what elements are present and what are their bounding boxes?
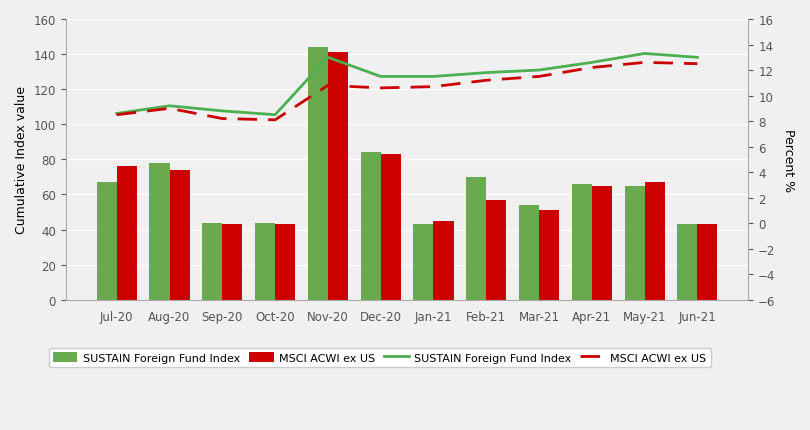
Bar: [625, 186, 645, 300]
Bar: [677, 225, 697, 300]
Bar: [413, 225, 433, 300]
Bar: [275, 300, 295, 351]
Bar: [222, 225, 242, 300]
Bar: [275, 225, 295, 300]
Bar: [222, 300, 242, 347]
Bar: [96, 183, 117, 300]
Bar: [433, 221, 454, 300]
Bar: [572, 184, 592, 300]
Bar: [202, 300, 222, 335]
Bar: [381, 155, 401, 300]
Y-axis label: Percent %: Percent %: [782, 129, 795, 191]
Y-axis label: Cumulative Index value: Cumulative Index value: [15, 86, 28, 234]
Bar: [308, 48, 328, 300]
Legend: SUSTAIN Foreign Fund Index, MSCI ACWI ex US, SUSTAIN Foreign Fund Index, MSCI AC: SUSTAIN Foreign Fund Index, MSCI ACWI ex…: [49, 348, 711, 367]
Bar: [697, 300, 718, 302]
Bar: [467, 178, 486, 300]
Bar: [169, 171, 190, 300]
Bar: [697, 225, 718, 300]
Bar: [255, 223, 275, 300]
Bar: [433, 300, 454, 302]
Bar: [202, 223, 222, 300]
Bar: [117, 167, 137, 300]
Bar: [539, 211, 559, 300]
Bar: [255, 300, 275, 333]
Bar: [519, 206, 539, 300]
Bar: [486, 200, 506, 300]
Bar: [645, 183, 665, 300]
Bar: [150, 163, 169, 300]
Bar: [360, 153, 381, 300]
Bar: [592, 186, 612, 300]
Bar: [328, 53, 348, 300]
